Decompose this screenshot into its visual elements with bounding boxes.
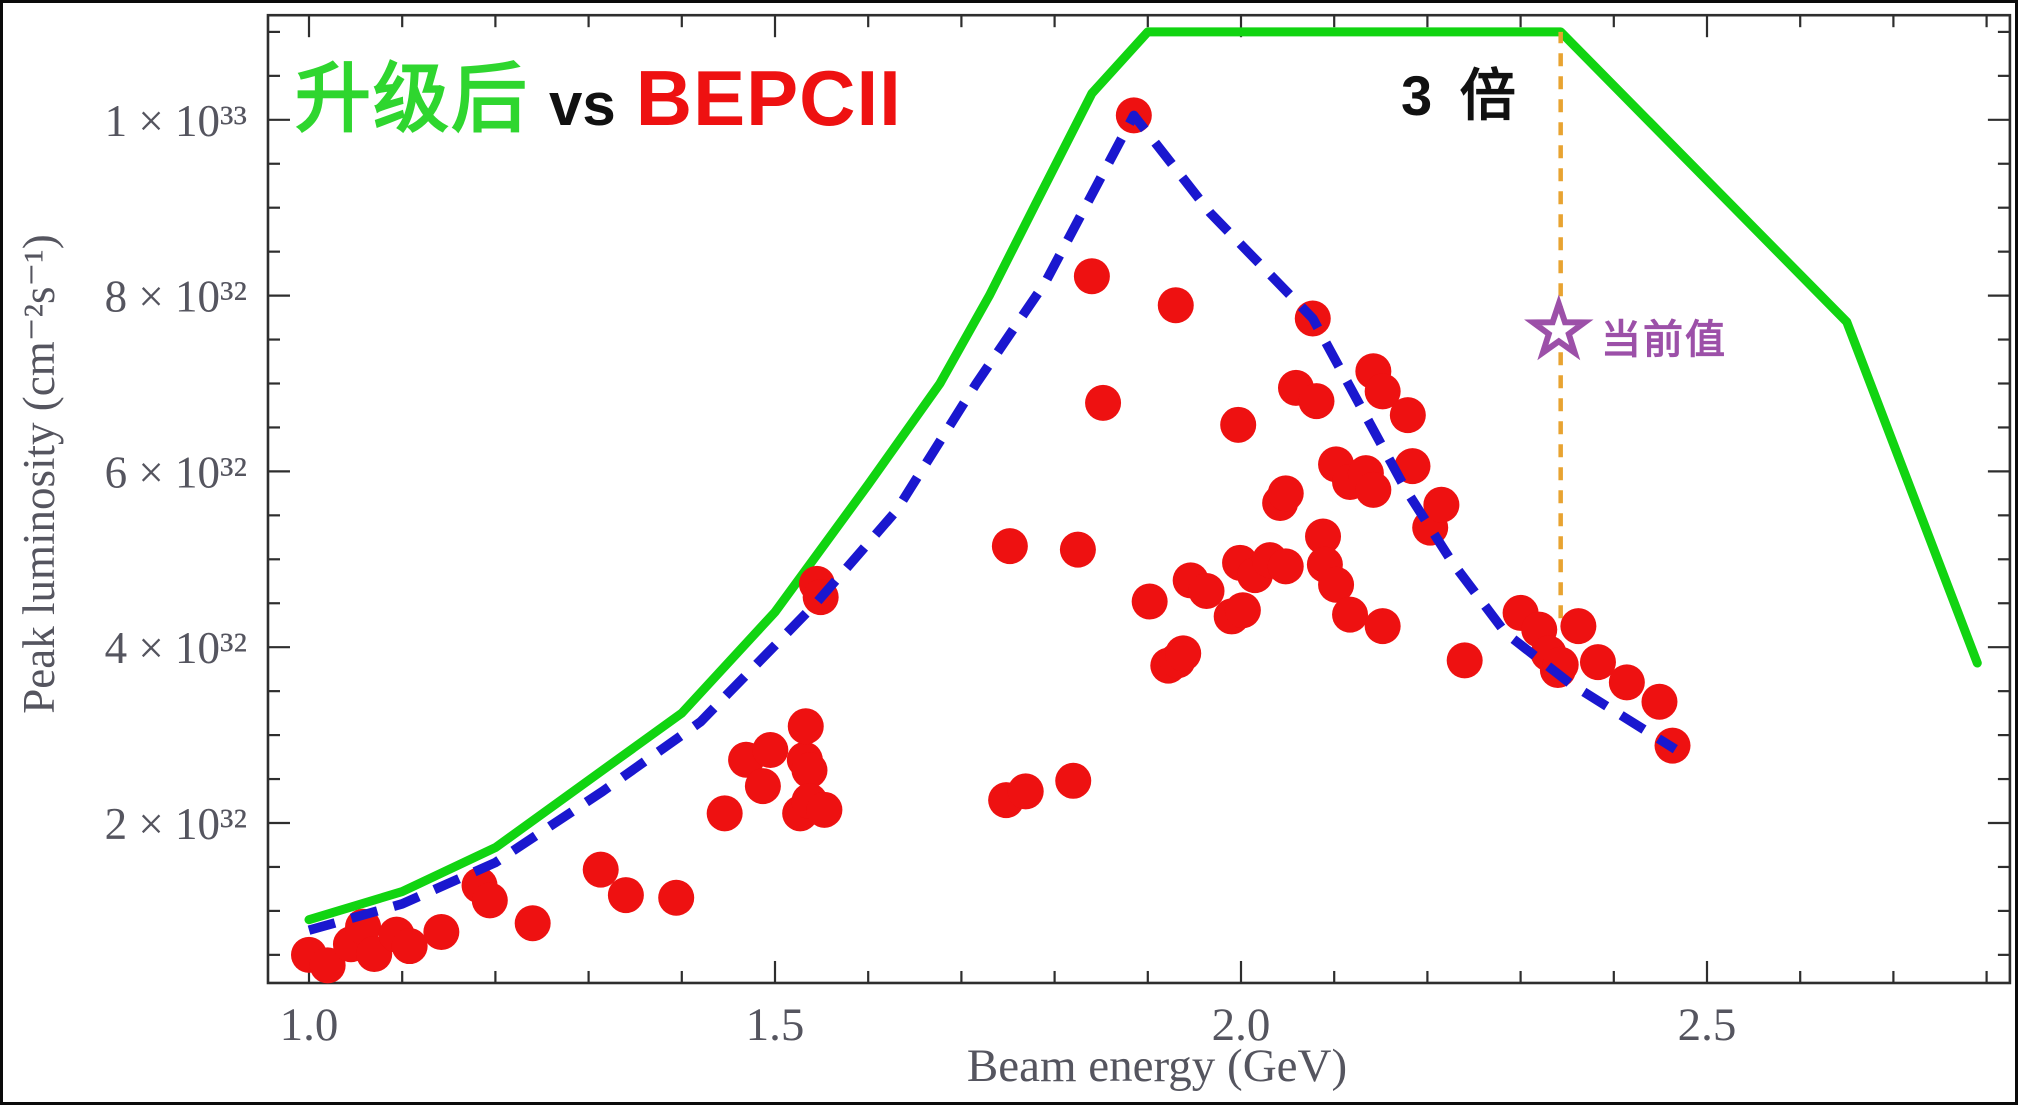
data-point bbox=[1157, 287, 1194, 324]
data-point bbox=[706, 795, 743, 832]
data-point bbox=[787, 708, 824, 745]
data-point bbox=[1394, 448, 1431, 485]
title-vs: vs bbox=[549, 71, 616, 138]
data-point bbox=[1298, 383, 1335, 420]
data-point bbox=[607, 877, 644, 914]
y-tick-label: 4 × 10³² bbox=[105, 623, 247, 673]
upgrade-line bbox=[304, 27, 1982, 925]
chart-canvas: 1.0 1.5 2.0 2.5 1 × 10³³ 8 × 10³² 6 × 10³² 4 × … bbox=[105, 13, 2012, 1051]
data-point bbox=[309, 947, 346, 984]
data-point bbox=[1332, 596, 1369, 633]
title-bepcii: BEPCII bbox=[635, 54, 902, 142]
data-point bbox=[1085, 384, 1122, 421]
data-point bbox=[1224, 592, 1261, 629]
data-point bbox=[1073, 258, 1110, 295]
data-point bbox=[1305, 518, 1342, 555]
data-point bbox=[391, 928, 428, 965]
data-point bbox=[1560, 608, 1597, 645]
data-point bbox=[514, 905, 551, 942]
data-point bbox=[991, 528, 1028, 565]
data-point bbox=[1267, 475, 1304, 512]
data-point bbox=[471, 882, 508, 919]
data-point bbox=[1579, 644, 1616, 681]
data-point bbox=[1188, 572, 1225, 609]
y-axis-title: Peak luminosity (cm⁻²s⁻¹) bbox=[14, 234, 64, 714]
data-point bbox=[582, 851, 619, 888]
data-point bbox=[1055, 762, 1092, 799]
y-tick-label: 8 × 10³² bbox=[105, 272, 247, 322]
plot-frame bbox=[266, 13, 2012, 985]
bepcii-dashed-line bbox=[307, 110, 1678, 935]
y-tick-label: 2 × 10³² bbox=[105, 799, 247, 849]
data-point bbox=[1220, 406, 1257, 443]
data-point bbox=[744, 768, 781, 805]
data-point bbox=[1007, 773, 1044, 810]
data-point bbox=[1131, 583, 1168, 620]
current-value-label: 当前值 bbox=[1601, 318, 1727, 362]
x-tick-label: 1.5 bbox=[746, 999, 805, 1051]
data-point bbox=[658, 879, 695, 916]
x-tick-label: 2.5 bbox=[1678, 999, 1737, 1051]
data-point bbox=[1355, 471, 1392, 508]
x-tick-label: 2.0 bbox=[1212, 999, 1271, 1051]
data-point bbox=[1389, 397, 1426, 434]
data-point bbox=[423, 913, 460, 950]
data-point bbox=[1641, 683, 1678, 720]
three-times-annotation: 3 倍 bbox=[1401, 64, 1522, 127]
y-tick-label: 6 × 10³² bbox=[105, 447, 247, 497]
data-point bbox=[791, 752, 828, 789]
data-point bbox=[1608, 664, 1645, 701]
current-value-star-icon bbox=[1524, 294, 1594, 361]
data-point bbox=[1446, 642, 1483, 679]
data-point bbox=[1165, 635, 1202, 672]
data-point bbox=[752, 732, 789, 769]
x-tick-label: 1.0 bbox=[280, 999, 339, 1051]
data-point bbox=[1059, 531, 1096, 568]
title-upgraded: 升级后 bbox=[295, 57, 529, 142]
x-axis-title: Beam energy (GeV) bbox=[966, 1040, 1348, 1092]
data-point bbox=[1364, 373, 1401, 410]
data-point bbox=[1423, 486, 1460, 523]
data-point bbox=[1364, 608, 1401, 645]
data-point bbox=[1267, 548, 1304, 585]
chart-title: 升级后 vs BEPCII bbox=[295, 37, 902, 147]
y-tick-label: 1 × 10³³ bbox=[105, 96, 247, 146]
data-point bbox=[1318, 566, 1355, 603]
data-point bbox=[806, 791, 843, 828]
